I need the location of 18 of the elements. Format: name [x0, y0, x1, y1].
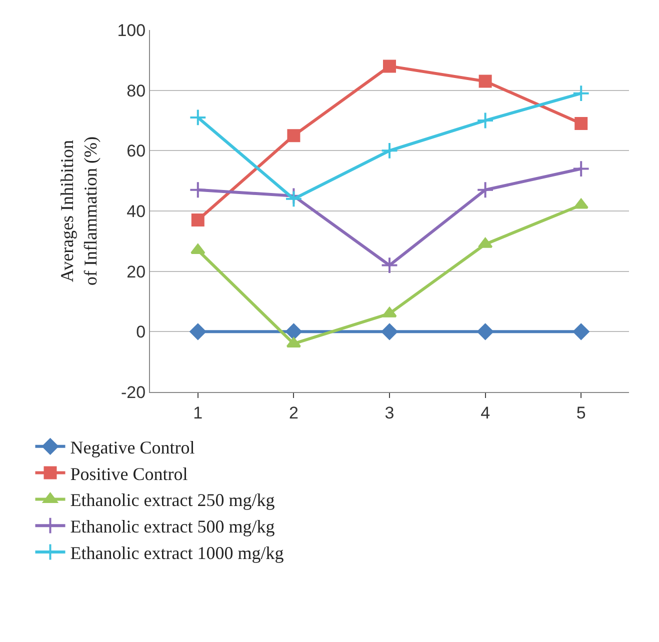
y-tick-label: 0 [136, 322, 146, 342]
legend-label: Negative Control [70, 437, 195, 458]
y-tick-label: 60 [126, 142, 146, 161]
x-tick-label: 5 [576, 403, 586, 422]
y-tick-label: 80 [126, 81, 146, 100]
y-tick-label: 100 [117, 20, 146, 40]
y-tick-label: -20 [121, 382, 146, 402]
legend-label: Ethanolic extract 500 mg/kg [70, 516, 275, 537]
x-tick-label: 1 [193, 403, 203, 422]
x-tick-label: 4 [480, 403, 490, 422]
y-axis-title: Averages Inhibition of Inflammation (%) [57, 136, 100, 286]
x-tick-label: 2 [288, 403, 298, 422]
legend-label: Positive Control [70, 464, 188, 484]
y-tick-label: 20 [126, 262, 146, 282]
legend-label: Ethanolic extract 1000 mg/kg [70, 543, 284, 564]
y-tick-label: 40 [126, 202, 146, 221]
legend-label: Ethanolic extract 250 mg/kg [70, 490, 275, 510]
x-tick-label: 3 [384, 403, 394, 422]
